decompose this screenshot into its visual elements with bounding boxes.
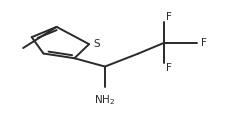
Text: NH$_2$: NH$_2$ [94, 93, 115, 107]
Text: F: F [201, 38, 207, 48]
Text: F: F [166, 63, 172, 73]
Text: F: F [166, 12, 172, 22]
Text: S: S [93, 39, 100, 49]
